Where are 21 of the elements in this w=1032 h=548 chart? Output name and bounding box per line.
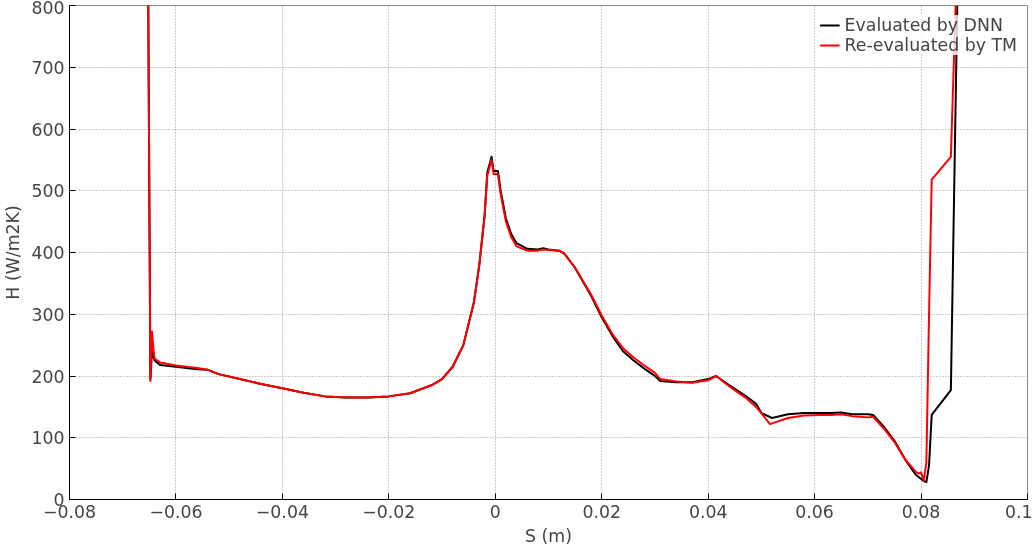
legend-label: Evaluated by DNN: [844, 15, 1003, 35]
y-tick-label: 100: [31, 428, 65, 449]
x-tick-label: −0.02: [362, 501, 416, 522]
x-tick-label: 0.02: [582, 501, 622, 522]
x-tick-label: 0.04: [688, 501, 728, 522]
x-tick-label: −0.06: [149, 501, 203, 522]
y-tick-label: 500: [31, 181, 65, 202]
x-tick-label: 0.08: [901, 501, 941, 522]
y-tick-label: 300: [31, 304, 65, 325]
x-tick-label: 0: [489, 501, 501, 522]
y-tick-label: 200: [31, 366, 65, 387]
y-tick-label: 800: [31, 0, 65, 18]
x-tick-label: 0.1: [1004, 501, 1032, 522]
x-tick-label: 0.06: [795, 501, 834, 522]
y-tick-label: 600: [31, 119, 65, 140]
x-tick-label: −0.04: [255, 501, 309, 522]
y-tick-label: 400: [31, 243, 65, 263]
legend-label: Re-evaluated by TM: [844, 35, 1017, 55]
y-tick-label: 700: [31, 57, 65, 78]
y-axis-title: H (W/m2K): [3, 205, 24, 300]
x-axis-title: S (m): [525, 525, 572, 546]
